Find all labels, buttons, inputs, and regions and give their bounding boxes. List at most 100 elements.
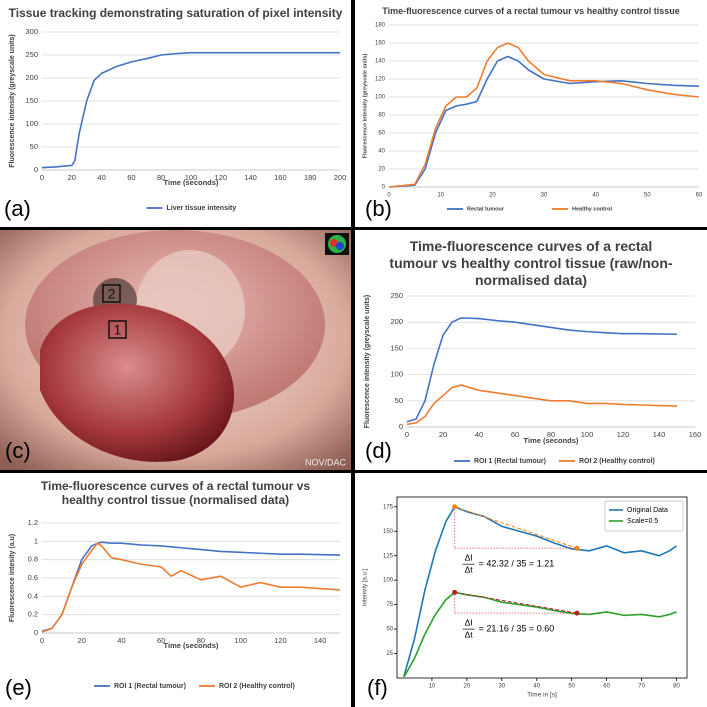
x-tick-label: 100 <box>234 636 247 645</box>
x-tick-label: 10 <box>437 193 444 199</box>
y-tick-label: 150 <box>390 343 403 352</box>
y-axis-label: Fluorescence intensity (greyscale units) <box>9 34 16 167</box>
y-tick-label: 150 <box>25 96 38 105</box>
x-tick-label: 10 <box>429 684 436 690</box>
y-tick-label: 0.6 <box>28 573 38 582</box>
fraction-numerator: ΔI <box>465 552 473 562</box>
x-tick-label: 160 <box>689 430 702 439</box>
y-tick-label: 1 <box>34 536 38 545</box>
chart: 0 20 40 60 80 100 120 140 160 180 0 10 20 30 40 50 60 Flu… <box>362 23 703 213</box>
y-tick-label: 140 <box>375 59 386 65</box>
panel-label: (b) <box>365 196 392 221</box>
x-tick-label: 60 <box>511 430 519 439</box>
point-marker <box>574 610 580 616</box>
x-tick-label: 60 <box>157 636 165 645</box>
roi-label: 2 <box>108 286 116 302</box>
y-tick-label: 200 <box>25 73 38 82</box>
x-tick-label: 120 <box>215 173 228 182</box>
x-tick-label: 30 <box>498 684 505 690</box>
y-tick-label: 0 <box>399 422 403 431</box>
watermark: NOV/DAC <box>305 457 347 467</box>
panel-a: (a) Tissue tracking demonstrating saturat… <box>0 0 351 227</box>
x-tick-label: 40 <box>592 193 599 199</box>
annotation-text: = 42.32 / 35 = 1.21 <box>479 559 555 569</box>
fraction-denominator: Δt <box>465 564 474 574</box>
y-tick-label: 75 <box>386 602 393 608</box>
data-line <box>406 384 678 426</box>
y-tick-label: 150 <box>383 529 394 535</box>
legend-label: Rectal tumour <box>467 206 505 212</box>
y-axis-label: Fluorescence intesity (a.u) <box>9 534 16 622</box>
x-tick-label: 120 <box>617 430 630 439</box>
x-tick-label: 140 <box>653 430 666 439</box>
x-tick-label: 70 <box>638 684 645 690</box>
data-line <box>388 42 700 188</box>
y-tick-label: 0 <box>382 185 386 191</box>
chart-title: Time-fluorescence curves of a rectal tum… <box>40 479 311 508</box>
legend-label: ROI 1 (Rectal tumour) <box>474 458 546 465</box>
chart: 0 50 100 150 200 250 300 0 20 40 60 80 100 120 140 160 1… <box>9 27 346 212</box>
x-tick-label: 180 <box>304 173 317 182</box>
x-axis-label: Time (seconds) <box>164 641 219 650</box>
chart-title: Time-fluorescence curves of a rectal tum… <box>389 238 673 288</box>
y-tick-label: 100 <box>390 370 403 379</box>
y-tick-label: 80 <box>378 113 385 119</box>
tumour <box>40 303 234 462</box>
legend-box <box>604 500 684 532</box>
x-tick-label: 140 <box>314 636 327 645</box>
x-axis-label: Time (seconds) <box>524 436 579 445</box>
x-tick-label: 0 <box>40 636 44 645</box>
slope-line <box>454 506 578 549</box>
x-tick-label: 80 <box>157 173 165 182</box>
panel-f: (f) 25 50 75 100 125 150 175 10 20 30 40 50 60 70 80 Tim… <box>355 473 707 707</box>
y-tick-label: 25 <box>386 651 393 657</box>
y-tick-label: 1.2 <box>28 518 38 527</box>
data-line <box>406 317 678 423</box>
x-tick-label: 40 <box>97 173 105 182</box>
y-tick-label: 60 <box>378 131 385 137</box>
y-axis-label: Fluorescence intensity (greyscale units) <box>364 295 371 428</box>
slope-line <box>454 591 578 614</box>
point-marker <box>452 589 458 595</box>
chart-title: Time-fluorescence curves of a rectal tum… <box>382 6 680 16</box>
panel-label: (d) <box>365 438 392 463</box>
plot-frame <box>396 496 688 679</box>
x-tick-label: 60 <box>127 173 135 182</box>
x-tick-label: 100 <box>185 173 198 182</box>
x-tick-label: 40 <box>533 684 540 690</box>
x-tick-label: 20 <box>464 684 471 690</box>
legend-label: ROI 1 (Rectal tumour) <box>114 683 186 690</box>
data-line <box>403 505 677 677</box>
panel-label: (a) <box>4 196 31 221</box>
legend-label: Healthy control <box>572 206 613 212</box>
panel-label: (e) <box>5 675 32 700</box>
chart: 0 0.2 0.4 0.6 0.8 1 1.2 0 20 40 60 80 100 120 140 Time … <box>9 518 341 690</box>
panel-d: (d) Time-fluorescence curves of a rectal … <box>355 230 707 470</box>
y-tick-label: 50 <box>395 396 403 405</box>
y-tick-label: 180 <box>375 23 386 29</box>
y-tick-label: 125 <box>383 553 394 559</box>
panel-c: 2 1 NOV/DAC (c) <box>0 230 351 470</box>
x-tick-label: 20 <box>78 636 86 645</box>
chart: 0 50 100 150 200 250 0 20 40 60 80 100 120 140 160 Time… <box>364 291 702 465</box>
y-axis-label: Intensity [a.u.] <box>363 568 369 606</box>
chart-title: Tissue tracking demonstrating saturation… <box>8 6 343 20</box>
y-tick-label: 100 <box>383 578 394 584</box>
y-tick-label: 50 <box>386 627 393 633</box>
x-tick-label: 50 <box>644 193 651 199</box>
x-tick-label: 0 <box>40 173 44 182</box>
icon <box>336 242 344 250</box>
y-tick-label: 300 <box>25 27 38 36</box>
y-tick-label: 100 <box>375 95 386 101</box>
x-tick-label: 80 <box>547 430 555 439</box>
x-tick-label: 160 <box>274 173 287 182</box>
x-axis-label: Time (seconds) <box>164 178 219 187</box>
x-tick-label: 120 <box>274 636 287 645</box>
x-tick-label: 0 <box>387 193 391 199</box>
x-tick-label: 80 <box>673 684 680 690</box>
data-line <box>403 591 677 678</box>
y-tick-label: 200 <box>390 317 403 326</box>
x-tick-label: 100 <box>581 430 594 439</box>
roi-label: 1 <box>114 322 122 338</box>
